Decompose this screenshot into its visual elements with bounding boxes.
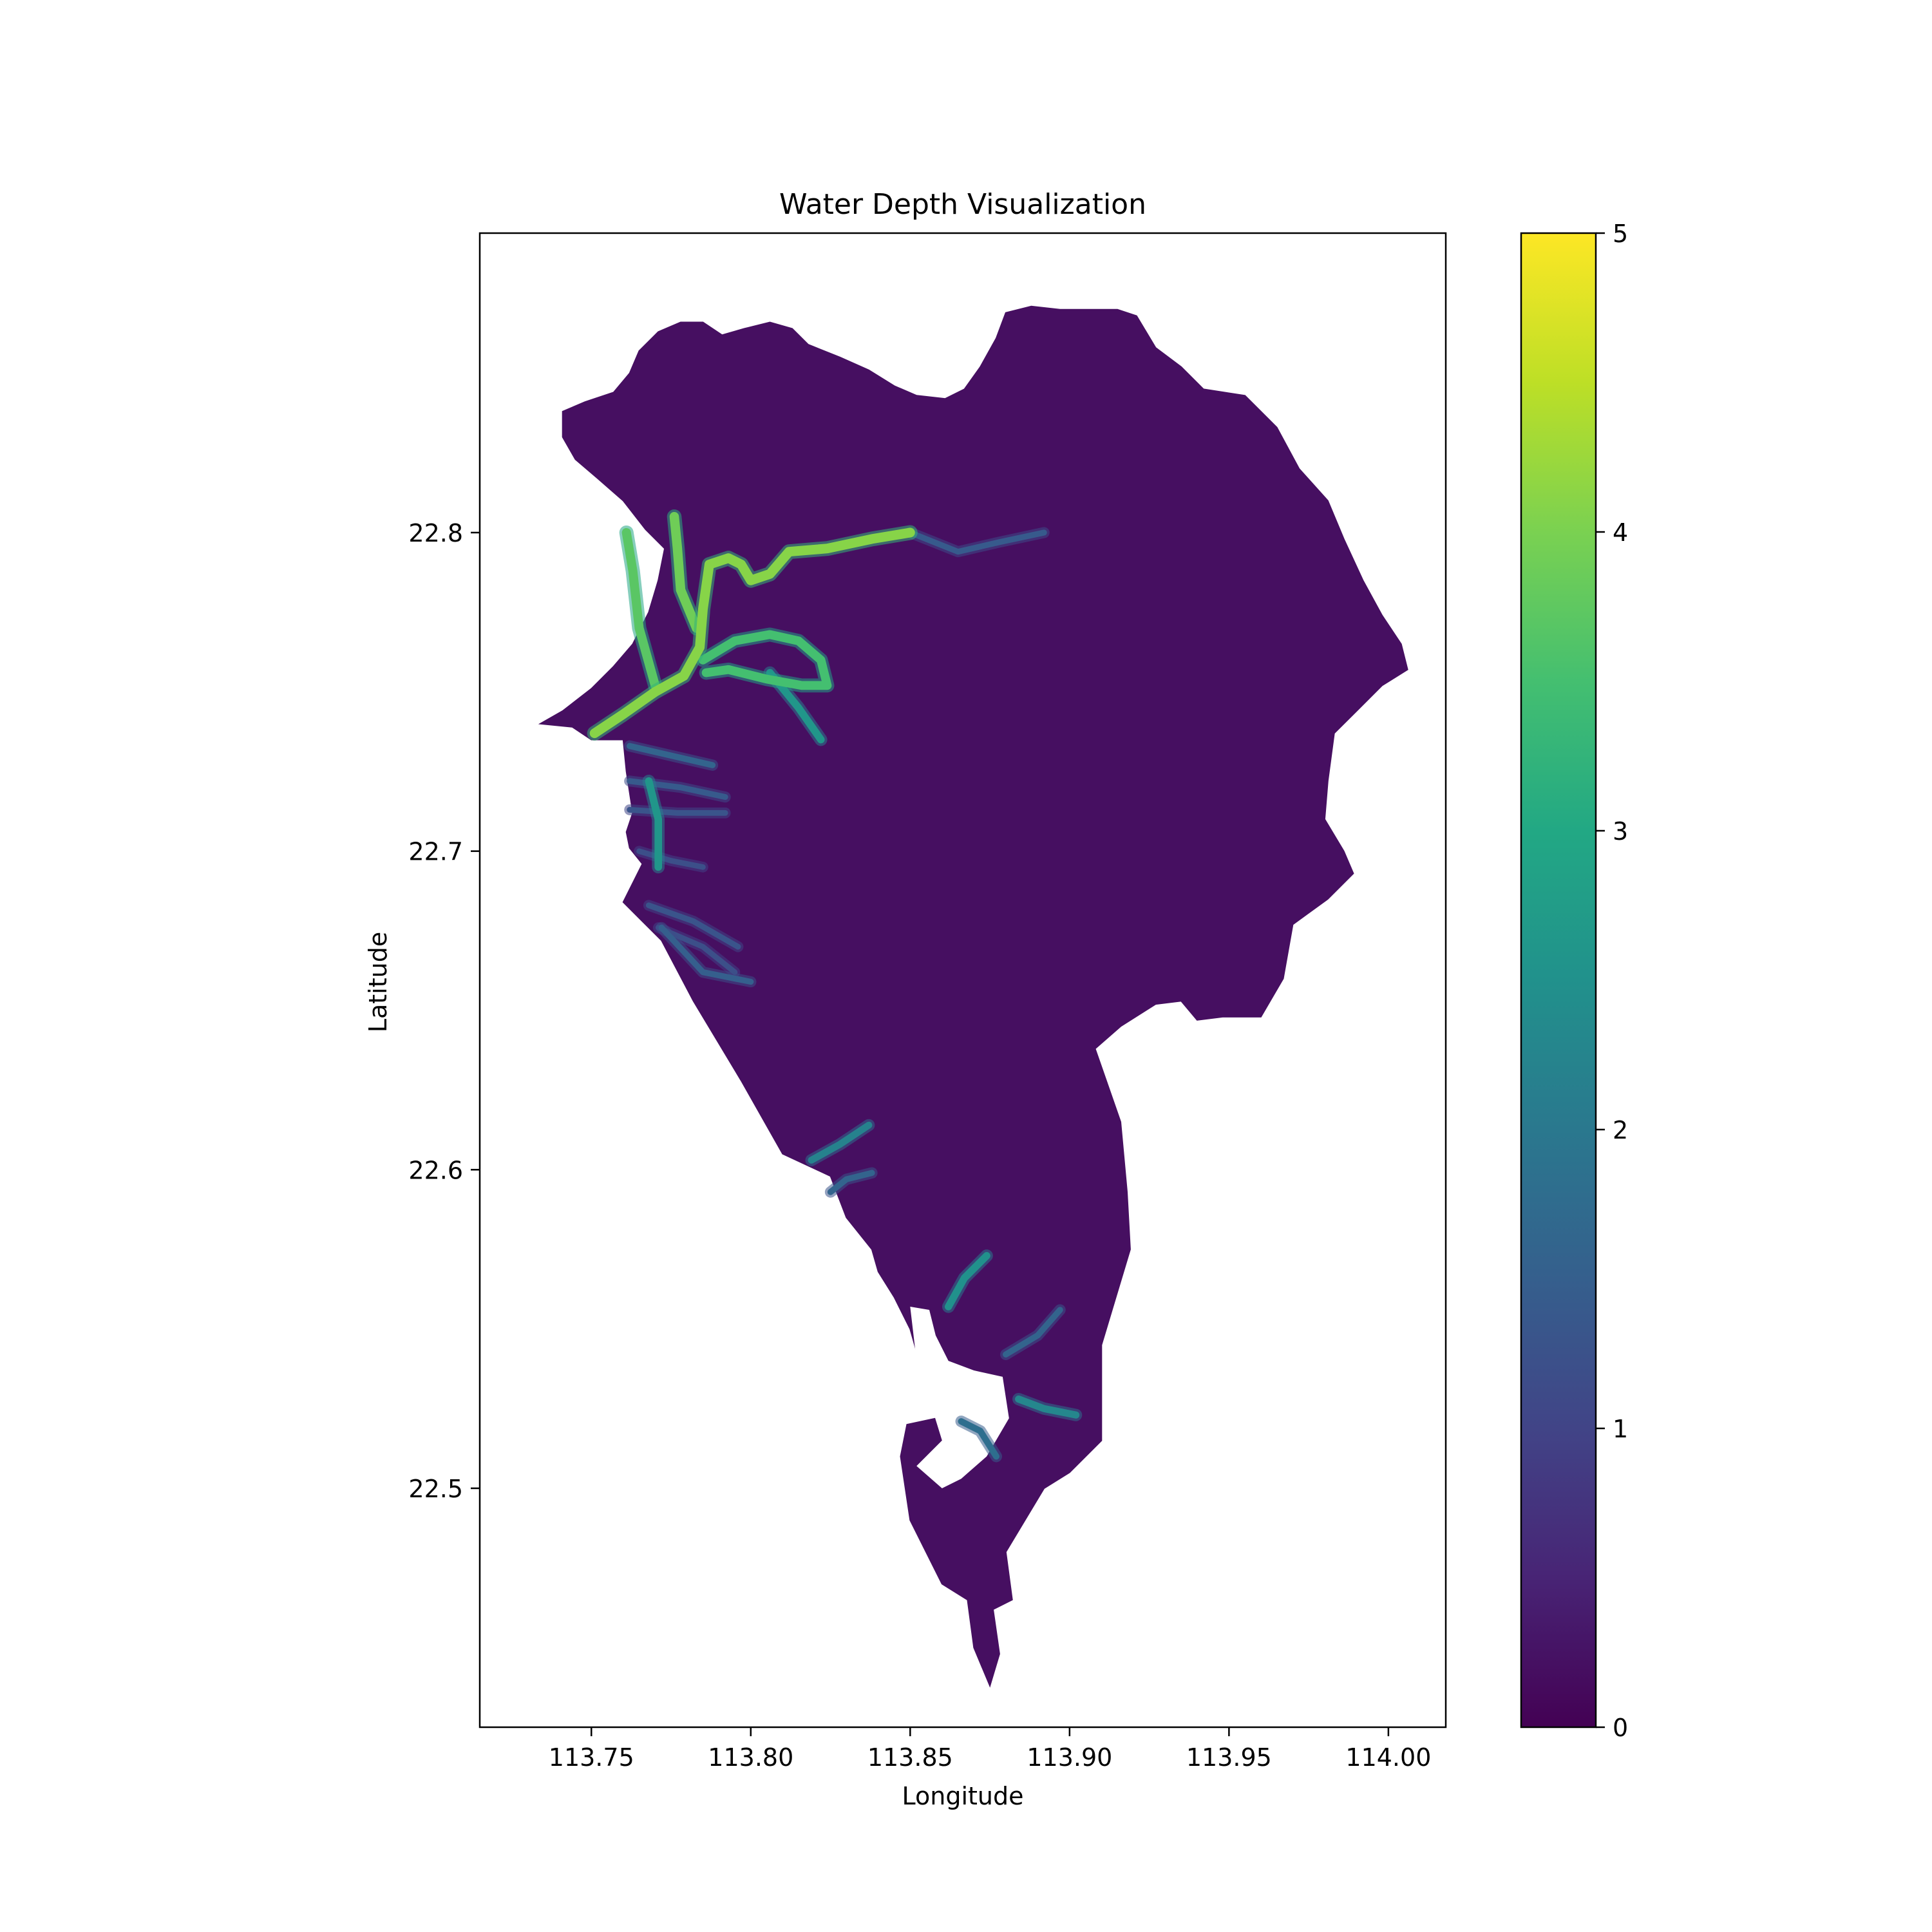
colorbar-tick-label: 4 <box>1613 518 1628 547</box>
x-tick-label: 113.85 <box>867 1743 953 1772</box>
map-plot-area <box>538 305 1408 1688</box>
domain-area <box>538 305 1408 1688</box>
x-axis-label: Longitude <box>902 1782 1024 1810</box>
x-tick-label: 113.95 <box>1186 1743 1272 1772</box>
channel-mid-west-2 <box>827 1170 875 1195</box>
x-tick-label: 113.80 <box>708 1743 793 1772</box>
channel-west-5 <box>645 902 741 950</box>
y-tick-label: 22.5 <box>408 1475 463 1503</box>
channel-south-3 <box>1015 1395 1080 1419</box>
channel-south-4 <box>958 1418 999 1460</box>
channel-south-2 <box>1003 1307 1063 1358</box>
colorbar <box>1520 232 1597 1728</box>
x-tick-label: 114.00 <box>1345 1743 1431 1772</box>
chart-title: Water Depth Visualization <box>779 188 1146 221</box>
channel-west-7 <box>658 924 754 985</box>
axes-frame <box>478 232 1447 1728</box>
x-tick-label: 113.90 <box>1027 1743 1112 1772</box>
channel-mid-west <box>808 1121 873 1164</box>
y-axis-label: Latitude <box>364 932 392 1032</box>
y-tick-label: 22.7 <box>408 838 463 866</box>
channel-north-b <box>621 527 660 690</box>
channel-east-tail <box>907 529 1047 555</box>
colorbar-tick-label: 0 <box>1613 1714 1628 1742</box>
channel-west-3 <box>627 806 728 816</box>
channel-north-a <box>669 512 701 633</box>
colorbar-tick-label: 2 <box>1613 1116 1628 1144</box>
colorbar-tick-label: 5 <box>1613 220 1628 248</box>
x-tick-label: 113.75 <box>549 1743 634 1772</box>
colorbar-ticks: 0 1 2 3 4 5 <box>1596 220 1628 1742</box>
colorbar-tick-label: 3 <box>1613 817 1628 846</box>
channel-south-1 <box>944 1252 990 1311</box>
y-tick-label: 22.6 <box>408 1156 463 1184</box>
channel-west-4 <box>636 848 706 870</box>
channel-west-spur <box>645 777 663 871</box>
channel-main <box>589 527 915 739</box>
y-tick-label: 22.8 <box>408 519 463 547</box>
channel-west-1 <box>626 743 716 768</box>
y-axis: 22.5 22.6 22.7 22.8 <box>408 519 480 1503</box>
channel-east-loop <box>698 630 832 690</box>
colorbar-tick-label: 1 <box>1613 1415 1628 1443</box>
x-axis: 113.75 113.80 113.85 113.90 113.95 114.00 <box>549 1727 1431 1772</box>
